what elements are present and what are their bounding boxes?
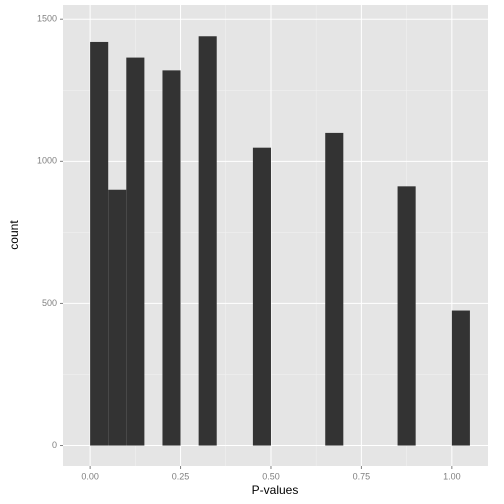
x-tick-label: 0.50 <box>262 471 280 481</box>
bar <box>451 310 470 446</box>
x-axis-title: P-values <box>252 483 299 497</box>
bars <box>90 36 470 446</box>
x-tick-label: 0.75 <box>353 471 371 481</box>
labels: 0.00 0.25 0.50 0.75 1.00 0 500 1000 1500 <box>37 14 461 482</box>
bar <box>108 189 127 446</box>
bar <box>397 186 416 446</box>
bar <box>252 147 271 446</box>
y-axis-title: count <box>7 220 21 250</box>
bar <box>198 36 217 446</box>
y-tick-label: 500 <box>42 298 57 308</box>
x-tick-label: 0.25 <box>172 471 190 481</box>
y-tick-label: 0 <box>52 440 57 450</box>
x-tick-label: 0.00 <box>81 471 99 481</box>
y-tick-label: 1000 <box>37 156 57 166</box>
y-tick-label: 1500 <box>37 14 57 24</box>
bar <box>162 70 181 446</box>
x-tick-label: 1.00 <box>443 471 461 481</box>
bar <box>325 132 344 446</box>
bar <box>126 57 145 446</box>
bar <box>90 41 109 446</box>
